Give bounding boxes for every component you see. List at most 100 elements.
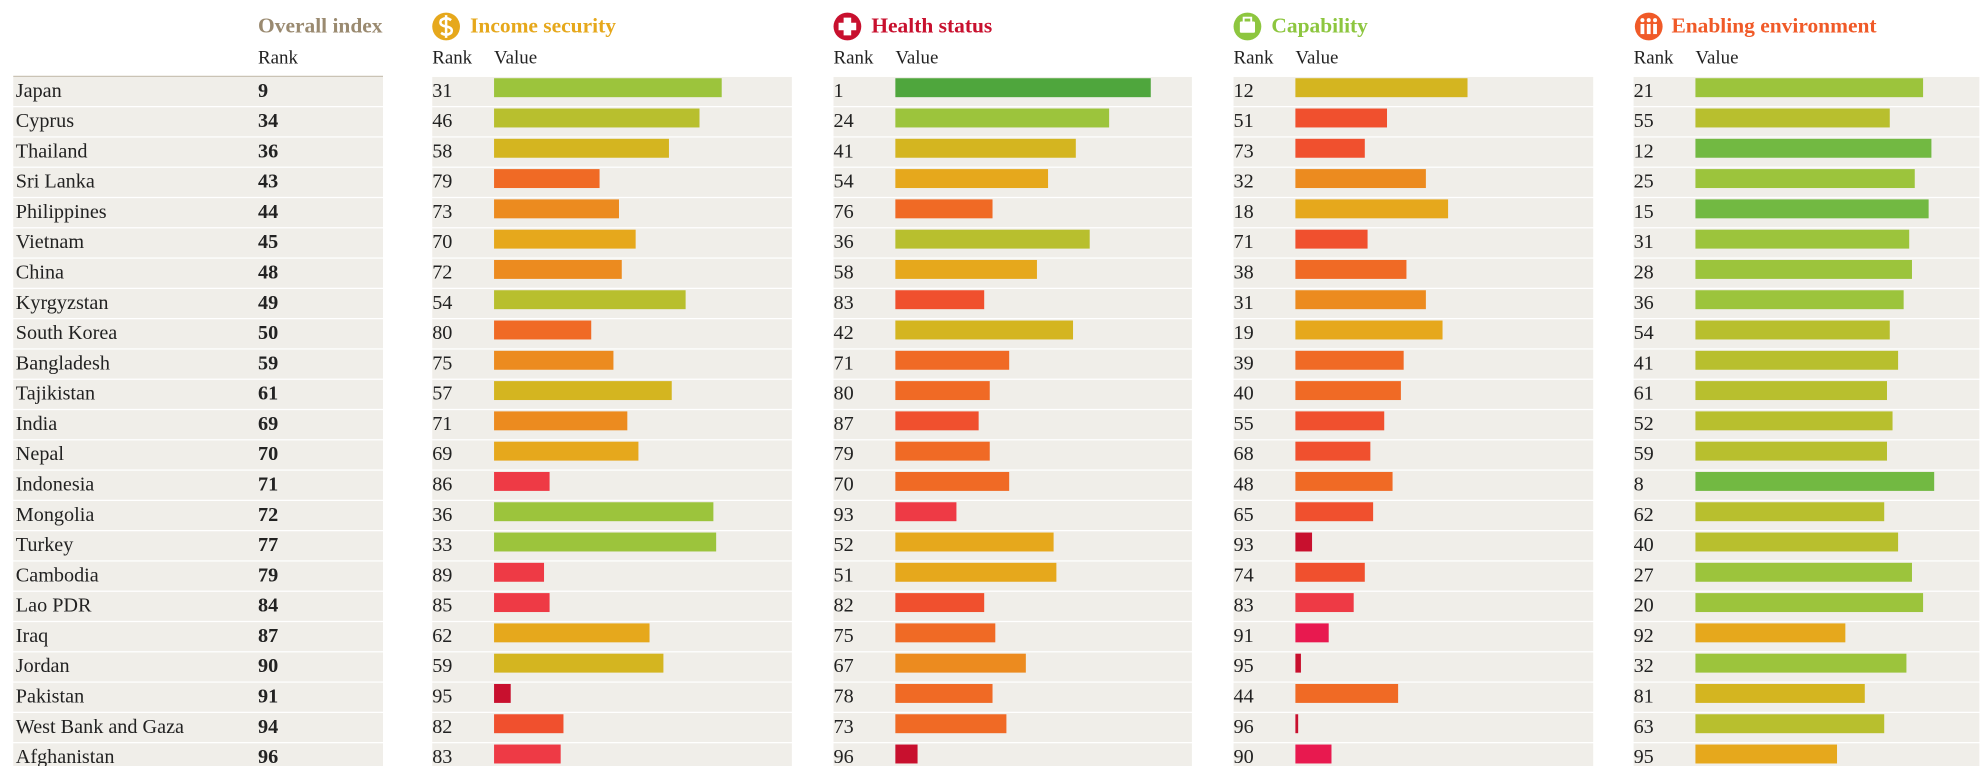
value-bar [895,683,993,703]
pillar-rank: 42 [834,322,854,344]
value-bar [1695,320,1890,340]
row-band [833,349,1192,379]
value-bar [1295,381,1401,401]
pillar-rank: 79 [432,171,452,193]
value-bar [1295,532,1313,552]
value-bar [1695,108,1890,128]
rank-label: Rank [1234,48,1274,69]
pillar-rank: 58 [432,140,452,162]
pillar-rank: 48 [1234,473,1254,495]
value-bar [1695,623,1846,643]
pillar-rank: 54 [1634,322,1654,344]
pillar-rank: 36 [1634,292,1654,314]
value-bar [494,108,700,128]
pillar-rank: 55 [1234,413,1254,435]
value-bar [494,471,550,491]
row-band [13,440,384,470]
value-bar [1295,350,1404,370]
value-bar [895,714,1007,734]
row-band [833,470,1192,500]
rank-label: Rank [432,48,472,69]
pillar-rank: 31 [1234,292,1254,314]
value-bar [1295,169,1426,189]
rank-label: Rank [834,48,874,69]
overall-rank: 69 [258,413,278,435]
pillar-rank: 87 [834,413,854,435]
value-bar [1295,562,1365,582]
value-bar [1695,138,1932,158]
row-band [1233,531,1594,561]
row-band [432,319,792,349]
pillar-rank: 54 [834,171,854,193]
value-bar [494,259,622,279]
country: China [16,261,64,283]
row-band [1233,500,1594,531]
row-band [13,682,384,712]
row-band [13,410,384,440]
value-bar [1295,229,1368,249]
value-bar [494,714,564,734]
pillar-title: Capability [1271,14,1368,38]
pillar-rank: 59 [432,655,452,677]
value-bar [494,169,600,189]
pillar-rank: 57 [432,383,452,405]
overall-rank: 48 [258,261,278,283]
value-bar [494,683,511,703]
pillar-rank: 82 [834,595,854,617]
country: Nepal [16,443,65,465]
value-bar [494,653,664,673]
row-band [833,500,1192,531]
pillar-rank: 38 [1234,261,1254,283]
value-bar [1295,199,1449,219]
pillar-rank: 62 [432,625,452,647]
row-band [1233,228,1594,258]
country: Philippines [16,201,107,223]
rank-label: Rank [1634,48,1674,69]
overall-rank: 87 [258,625,278,647]
row-band [833,591,1192,621]
overall-rank: 84 [258,595,278,617]
pillar-title: Enabling environment [1671,14,1877,38]
value-bar [1295,441,1371,461]
row-band [432,743,792,766]
value-bar [1295,290,1426,310]
overall-rank: 34 [258,110,278,132]
overall-rank: 91 [258,685,278,707]
country: Turkey [16,534,74,556]
overall-rank: 44 [258,201,278,223]
dollar-glyph [439,15,454,38]
pillar-rank: 70 [432,231,452,253]
row-band [13,470,384,500]
pillar-rank: 51 [1234,110,1254,132]
value-bar [895,653,1026,673]
overall-rank: 79 [258,564,278,586]
row-band [833,379,1192,409]
pillar-rank: 82 [432,716,452,738]
overall-rank: 71 [258,473,278,495]
value-bar [494,138,669,158]
overall-rank: 96 [258,746,278,766]
pillar-rank: 32 [1234,171,1254,193]
value-bar [494,744,561,764]
row-band [432,591,792,621]
pillar-rank: 62 [1634,504,1654,526]
pillar-rank: 52 [1634,413,1654,435]
pillar-rank: 80 [432,322,452,344]
row-band [833,440,1192,470]
row-band [1233,712,1594,743]
pillar-rank: 83 [834,292,854,314]
pillar-rank: 24 [834,110,854,132]
value-bar [494,290,686,310]
overall-rank: 61 [258,383,278,405]
pillar-rank: 85 [432,595,452,617]
pillar-rank: 27 [1634,564,1654,586]
value-bar [1695,229,1910,249]
value-bar [1695,653,1907,673]
overall-rank: 77 [258,534,278,556]
value-bar [895,138,1076,158]
value-bar [1695,290,1904,310]
country: West Bank and Gaza [16,716,184,738]
pillar-rank: 21 [1634,80,1654,102]
pillar-rank: 40 [1634,534,1654,556]
value-bar [494,229,636,249]
